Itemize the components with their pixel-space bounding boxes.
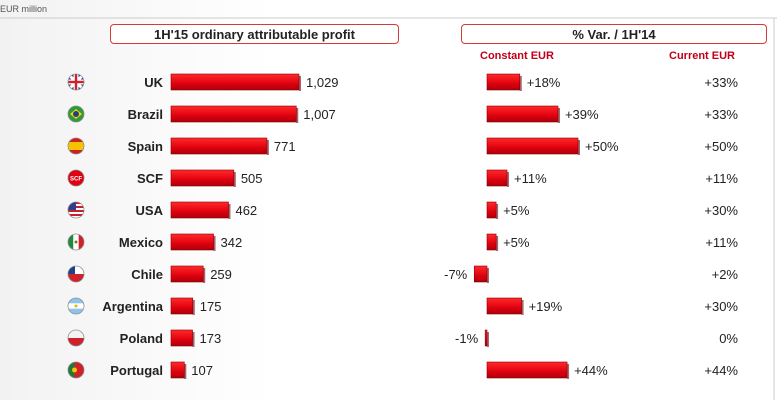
profit-value-scf: 505 bbox=[241, 171, 263, 186]
profit-value-usa: 462 bbox=[235, 203, 257, 218]
constant-value-scf: +11% bbox=[514, 171, 547, 186]
row-uk: UK 1,029 +18% +33% bbox=[67, 73, 738, 91]
current-value-portugal: +44% bbox=[704, 363, 738, 378]
profit-bar-scf bbox=[170, 169, 235, 187]
row-scf: SCF SCF 505 +11% +11% bbox=[67, 169, 738, 187]
country-label-argentina: Argentina bbox=[102, 299, 163, 314]
current-value-brazil: +33% bbox=[704, 107, 738, 122]
row-brazil: Brazil 1,007 +39% +33% bbox=[67, 105, 738, 123]
constant-bar-mexico bbox=[486, 233, 497, 251]
constant-value-argentina: +19% bbox=[529, 299, 563, 314]
right-header-box: % Var. / 1H'14 bbox=[461, 24, 767, 44]
profit-value-uk: 1,029 bbox=[306, 75, 339, 90]
constant-bar-chile bbox=[473, 265, 488, 283]
constant-bar-uk bbox=[486, 73, 521, 91]
constant-eur-header: Constant EUR bbox=[480, 50, 554, 62]
scf-logo-icon: SCF bbox=[67, 169, 85, 187]
profit-bar-usa bbox=[170, 201, 229, 219]
row-spain: Spain 771 +50% +50% bbox=[67, 137, 738, 155]
constant-bar-brazil bbox=[486, 105, 559, 123]
constant-bar-scf bbox=[486, 169, 508, 187]
left-header-box: 1H'15 ordinary attributable profit bbox=[110, 24, 399, 44]
profit-bar-portugal bbox=[170, 361, 185, 379]
row-argentina: Argentina 175 +19% +30% bbox=[67, 297, 738, 315]
constant-value-spain: +50% bbox=[585, 139, 619, 154]
mexico-flag-icon bbox=[67, 233, 85, 251]
current-value-uk: +33% bbox=[704, 75, 738, 90]
current-value-mexico: +11% bbox=[705, 235, 738, 250]
argentina-flag-icon bbox=[67, 297, 85, 315]
row-portugal: Portugal 107 +44% +44% bbox=[67, 361, 738, 379]
current-value-spain: +50% bbox=[704, 139, 738, 154]
profit-bar-argentina bbox=[170, 297, 194, 315]
spain-flag-icon bbox=[67, 137, 85, 155]
constant-bar-usa bbox=[486, 201, 497, 219]
profit-bar-poland bbox=[170, 329, 193, 347]
country-label-portugal: Portugal bbox=[110, 363, 163, 378]
country-label-brazil: Brazil bbox=[128, 107, 163, 122]
constant-value-poland: -1% bbox=[455, 331, 479, 346]
current-value-argentina: +30% bbox=[704, 299, 738, 314]
constant-value-usa: +5% bbox=[503, 203, 530, 218]
profit-bar-mexico bbox=[170, 233, 214, 251]
country-label-scf: SCF bbox=[137, 171, 163, 186]
profit-value-spain: 771 bbox=[274, 139, 296, 154]
current-value-poland: 0% bbox=[719, 331, 738, 346]
profit-bar-brazil bbox=[170, 105, 297, 123]
profit-value-mexico: 342 bbox=[221, 235, 243, 250]
country-label-mexico: Mexico bbox=[119, 235, 163, 250]
brazil-flag-icon bbox=[67, 105, 85, 123]
poland-flag-icon bbox=[67, 329, 85, 347]
country-label-chile: Chile bbox=[131, 267, 163, 282]
profit-value-poland: 173 bbox=[200, 331, 222, 346]
profit-bar-uk bbox=[170, 73, 300, 91]
current-value-chile: +2% bbox=[712, 267, 739, 282]
profit-value-chile: 259 bbox=[210, 267, 232, 282]
profit-value-portugal: 107 bbox=[191, 363, 213, 378]
country-label-usa: USA bbox=[136, 203, 164, 218]
constant-value-brazil: +39% bbox=[565, 107, 599, 122]
row-poland: Poland 173 -1% 0% bbox=[67, 329, 738, 347]
profit-value-argentina: 175 bbox=[200, 299, 222, 314]
constant-value-mexico: +5% bbox=[503, 235, 530, 250]
profit-value-brazil: 1,007 bbox=[303, 107, 336, 122]
row-mexico: Mexico 342 +5% +11% bbox=[67, 233, 738, 251]
country-label-spain: Spain bbox=[128, 139, 163, 154]
constant-value-uk: +18% bbox=[527, 75, 561, 90]
country-label-poland: Poland bbox=[120, 331, 163, 346]
constant-bar-argentina bbox=[486, 297, 522, 315]
usa-flag-icon bbox=[67, 201, 85, 219]
unit-label: EUR million bbox=[0, 4, 48, 14]
profit-bar-spain bbox=[170, 137, 268, 155]
constant-bar-portugal bbox=[486, 361, 568, 379]
current-eur-header: Current EUR bbox=[669, 50, 736, 62]
constant-bar-poland bbox=[484, 329, 488, 347]
constant-value-portugal: +44% bbox=[574, 363, 608, 378]
svg-text:SCF: SCF bbox=[70, 177, 82, 183]
portugal-flag-icon bbox=[67, 361, 85, 379]
chile-flag-icon bbox=[67, 265, 85, 283]
uk-flag-icon bbox=[67, 73, 85, 91]
chart-rows: UK 1,029 +18% +33% Brazil 1,007 +39% +33% Spain 7… bbox=[67, 73, 739, 379]
constant-bar-spain bbox=[486, 137, 579, 155]
profit-bar-chile bbox=[170, 265, 204, 283]
row-usa: USA 462 +5% +30% bbox=[67, 201, 738, 219]
current-value-scf: +11% bbox=[705, 171, 738, 186]
country-label-uk: UK bbox=[144, 75, 163, 90]
constant-value-chile: -7% bbox=[444, 267, 468, 282]
current-value-usa: +30% bbox=[704, 203, 738, 218]
row-chile: Chile 259 -7% +2% bbox=[67, 265, 739, 283]
